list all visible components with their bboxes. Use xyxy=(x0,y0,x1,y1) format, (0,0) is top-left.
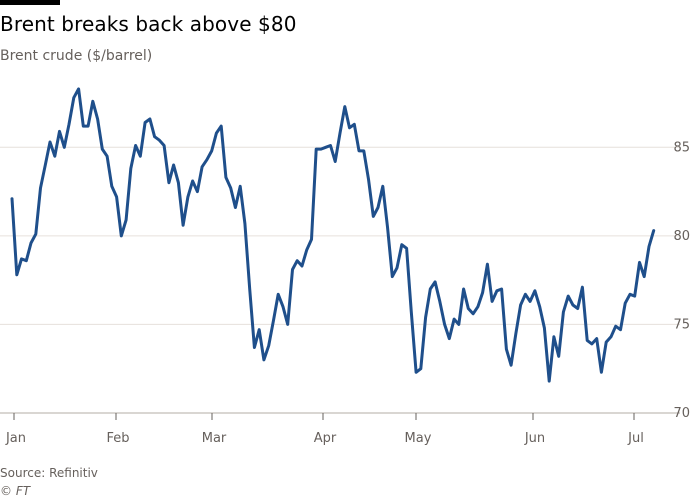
x-tick-label: May xyxy=(405,431,432,446)
y-axis-ticks: 70 75 80 85 xyxy=(673,140,690,421)
x-tick-label: Jan xyxy=(5,431,26,446)
copyright-note: © FT xyxy=(0,484,31,498)
source-note: Source: Refinitiv xyxy=(0,466,98,480)
series-layer xyxy=(10,87,656,383)
brand-bar xyxy=(0,0,60,5)
x-tick-label: Jul xyxy=(627,431,644,446)
line-chart: 70 75 80 85 Jan Feb Mar Apr May Jun Jul xyxy=(0,87,690,446)
x-tick-label: Apr xyxy=(314,431,337,446)
chart-subtitle: Brent crude ($/barrel) xyxy=(0,48,153,64)
y-tick-label: 75 xyxy=(673,317,690,332)
chart-title: Brent breaks back above $80 xyxy=(0,12,297,36)
x-tick-label: Feb xyxy=(106,431,129,446)
y-tick-label: 70 xyxy=(673,406,690,421)
x-tick-label: Mar xyxy=(202,431,227,446)
y-tick-label: 85 xyxy=(673,140,690,155)
series-line-brent xyxy=(10,87,656,383)
x-axis: Jan Feb Mar Apr May Jun Jul xyxy=(5,413,644,446)
y-tick-label: 80 xyxy=(673,229,690,244)
x-tick-label: Jun xyxy=(524,431,545,446)
gridlines xyxy=(0,146,680,414)
